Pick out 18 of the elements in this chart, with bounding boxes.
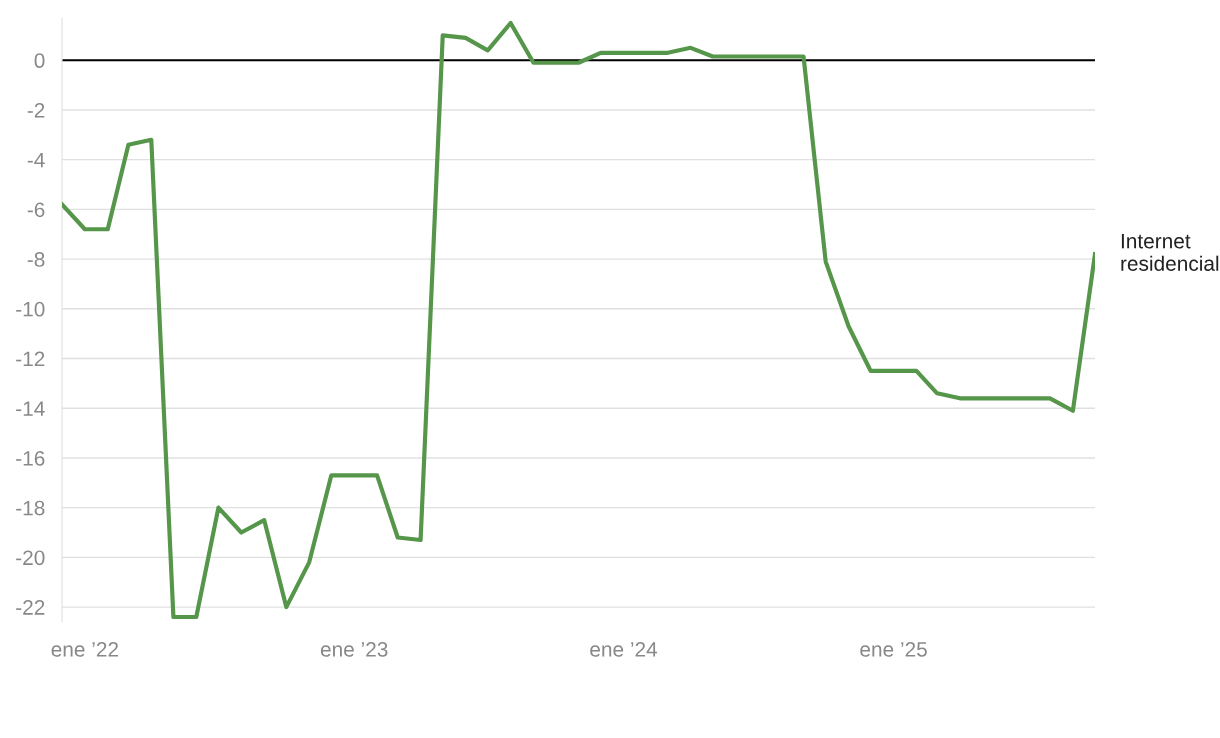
y-tick-label: -8 <box>27 252 45 267</box>
y-tick-label: -16 <box>16 450 45 466</box>
x-tick-label: ene ’23 <box>320 641 388 657</box>
x-tick-label: ene ’24 <box>590 641 658 657</box>
series-label: Internet residencial <box>1121 233 1219 271</box>
y-tick-label: -10 <box>16 301 45 317</box>
y-tick-label: -22 <box>16 600 45 615</box>
y-tick-label: -6 <box>27 202 45 218</box>
y-tick-label: -4 <box>27 152 45 168</box>
y-tick-label: -18 <box>16 500 45 516</box>
y-tick-label: -2 <box>27 102 45 118</box>
y-tick-label: 0 <box>34 53 45 69</box>
x-tick-label: ene ’22 <box>51 641 119 657</box>
y-tick-label: -14 <box>16 401 45 416</box>
line-series <box>62 20 1095 620</box>
y-tick-label: -20 <box>16 550 45 566</box>
y-tick-label: -12 <box>16 351 45 367</box>
x-tick-label: ene ’25 <box>860 641 927 657</box>
